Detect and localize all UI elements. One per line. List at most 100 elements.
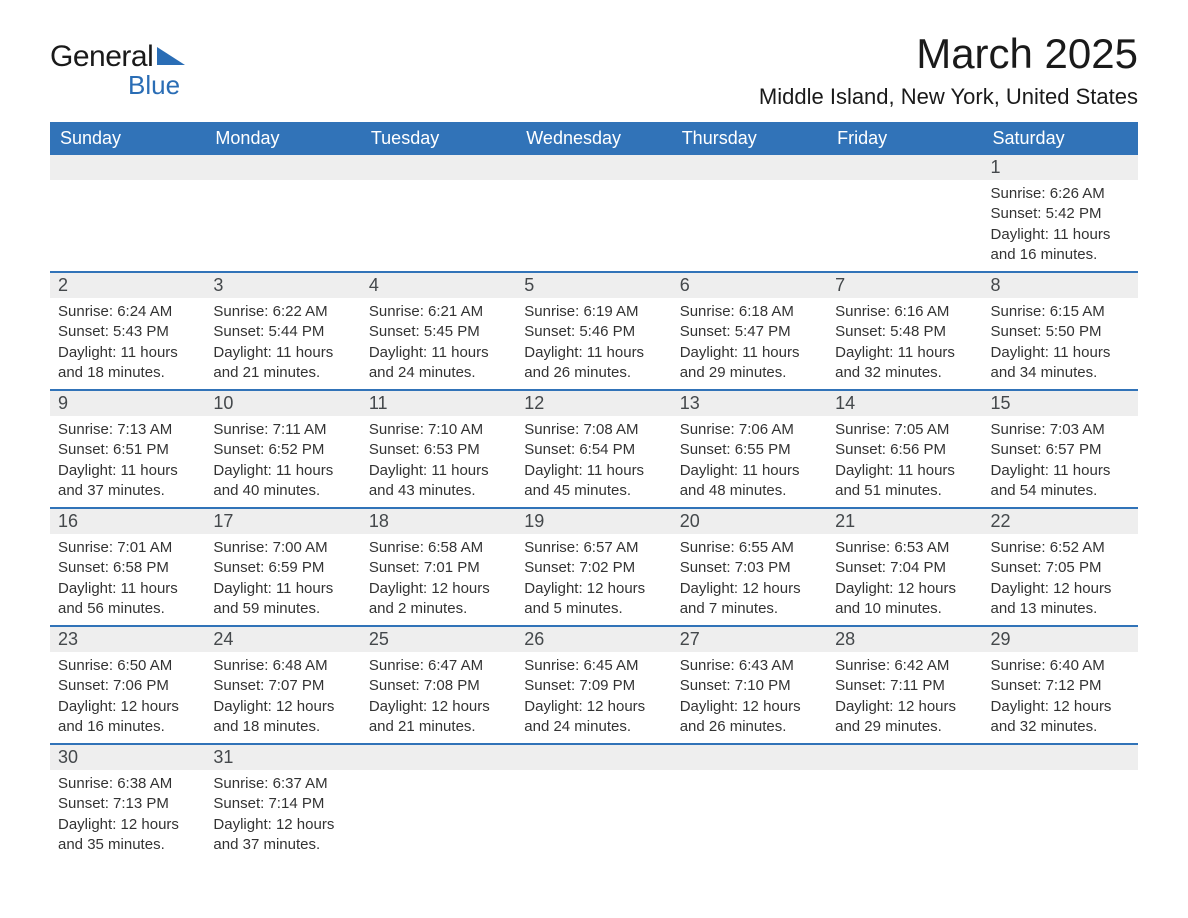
sunset-line: Sunset: 6:58 PM [58, 558, 197, 578]
sunset-line: Sunset: 7:01 PM [369, 558, 508, 578]
sunrise-line: Sunrise: 6:15 AM [991, 302, 1130, 322]
sunset-label: Sunset: [680, 677, 731, 694]
day-detail-cell [205, 180, 360, 272]
daylight-label: Daylight: [369, 580, 427, 597]
sunrise-value: 6:21 AM [428, 303, 483, 320]
day-detail-row: Sunrise: 6:24 AMSunset: 5:43 PMDaylight:… [50, 298, 1138, 390]
sunrise-value: 7:03 AM [1050, 421, 1105, 438]
sunrise-line: Sunrise: 6:43 AM [680, 656, 819, 676]
sunset-label: Sunset: [680, 323, 731, 340]
day-detail-cell: Sunrise: 6:38 AMSunset: 7:13 PMDaylight:… [50, 770, 205, 861]
day-detail-cell: Sunrise: 6:24 AMSunset: 5:43 PMDaylight:… [50, 298, 205, 390]
sunrise-label: Sunrise: [369, 657, 424, 674]
day-number-cell: 14 [827, 390, 982, 416]
sunset-label: Sunset: [991, 441, 1042, 458]
sunrise-line: Sunrise: 6:52 AM [991, 538, 1130, 558]
sunrise-line: Sunrise: 6:53 AM [835, 538, 974, 558]
day-number-cell: 22 [983, 508, 1138, 534]
sunset-value: 5:47 PM [735, 323, 791, 340]
day-detail-cell: Sunrise: 7:01 AMSunset: 6:58 PMDaylight:… [50, 534, 205, 626]
sunset-label: Sunset: [524, 323, 575, 340]
sunrise-value: 6:38 AM [117, 775, 172, 792]
sunset-line: Sunset: 7:09 PM [524, 676, 663, 696]
sunrise-label: Sunrise: [835, 539, 890, 556]
day-number: 1 [991, 157, 1001, 177]
sunrise-value: 6:52 AM [1050, 539, 1105, 556]
daylight-label: Daylight: [991, 226, 1049, 243]
sunrise-value: 6:47 AM [428, 657, 483, 674]
sunrise-label: Sunrise: [213, 657, 268, 674]
daylight-label: Daylight: [213, 698, 271, 715]
day-detail-cell [50, 180, 205, 272]
day-detail-cell: Sunrise: 7:10 AMSunset: 6:53 PMDaylight:… [361, 416, 516, 508]
sunrise-label: Sunrise: [835, 421, 890, 438]
day-number-row: 3031 [50, 744, 1138, 770]
sunrise-value: 7:01 AM [117, 539, 172, 556]
day-detail-cell: Sunrise: 6:57 AMSunset: 7:02 PMDaylight:… [516, 534, 671, 626]
sunset-line: Sunset: 6:54 PM [524, 440, 663, 460]
sunset-label: Sunset: [58, 559, 109, 576]
sunrise-value: 6:53 AM [894, 539, 949, 556]
sunset-line: Sunset: 6:51 PM [58, 440, 197, 460]
day-number-cell [516, 744, 671, 770]
sunrise-label: Sunrise: [991, 539, 1046, 556]
daylight-label: Daylight: [213, 816, 271, 833]
day-header: Thursday [672, 122, 827, 155]
sunrise-line: Sunrise: 7:05 AM [835, 420, 974, 440]
daylight-line: Daylight: 12 hours and 16 minutes. [58, 697, 197, 738]
day-number-cell: 18 [361, 508, 516, 534]
day-number: 9 [58, 393, 68, 413]
sunrise-line: Sunrise: 7:10 AM [369, 420, 508, 440]
sunrise-line: Sunrise: 6:38 AM [58, 774, 197, 794]
sunrise-label: Sunrise: [58, 303, 113, 320]
sunset-line: Sunset: 5:45 PM [369, 322, 508, 342]
day-number-cell: 26 [516, 626, 671, 652]
daylight-label: Daylight: [58, 698, 116, 715]
day-number-cell [205, 155, 360, 180]
day-number-cell: 27 [672, 626, 827, 652]
sunrise-value: 7:13 AM [117, 421, 172, 438]
daylight-line: Daylight: 12 hours and 24 minutes. [524, 697, 663, 738]
day-number-cell: 28 [827, 626, 982, 652]
day-detail-cell [983, 770, 1138, 861]
day-detail-cell: Sunrise: 6:40 AMSunset: 7:12 PMDaylight:… [983, 652, 1138, 744]
sunset-line: Sunset: 6:56 PM [835, 440, 974, 460]
sunset-line: Sunset: 5:46 PM [524, 322, 663, 342]
daylight-line: Daylight: 11 hours and 24 minutes. [369, 343, 508, 384]
sunrise-value: 6:45 AM [583, 657, 638, 674]
day-number: 4 [369, 275, 379, 295]
sunset-label: Sunset: [991, 323, 1042, 340]
sunrise-line: Sunrise: 6:57 AM [524, 538, 663, 558]
sunrise-label: Sunrise: [991, 185, 1046, 202]
day-detail-row: Sunrise: 6:26 AMSunset: 5:42 PMDaylight:… [50, 180, 1138, 272]
sunset-value: 6:57 PM [1046, 441, 1102, 458]
sunset-line: Sunset: 6:55 PM [680, 440, 819, 460]
daylight-label: Daylight: [213, 580, 271, 597]
sunrise-label: Sunrise: [680, 421, 735, 438]
sunrise-value: 7:08 AM [583, 421, 638, 438]
sunset-line: Sunset: 7:06 PM [58, 676, 197, 696]
sunrise-label: Sunrise: [524, 539, 579, 556]
day-detail-cell [827, 770, 982, 861]
sunrise-value: 6:58 AM [428, 539, 483, 556]
day-number-cell: 20 [672, 508, 827, 534]
sunrise-line: Sunrise: 6:26 AM [991, 184, 1130, 204]
day-detail-cell: Sunrise: 6:47 AMSunset: 7:08 PMDaylight:… [361, 652, 516, 744]
sunset-value: 7:09 PM [579, 677, 635, 694]
day-detail-cell [361, 770, 516, 861]
sunset-value: 7:08 PM [424, 677, 480, 694]
day-detail-cell: Sunrise: 6:53 AMSunset: 7:04 PMDaylight:… [827, 534, 982, 626]
sunrise-label: Sunrise: [524, 303, 579, 320]
sunset-value: 7:12 PM [1046, 677, 1102, 694]
day-number-cell: 16 [50, 508, 205, 534]
daylight-line: Daylight: 11 hours and 40 minutes. [213, 461, 352, 502]
sunrise-label: Sunrise: [213, 303, 268, 320]
day-header: Wednesday [516, 122, 671, 155]
daylight-label: Daylight: [680, 698, 738, 715]
sunset-line: Sunset: 7:08 PM [369, 676, 508, 696]
sunset-line: Sunset: 7:02 PM [524, 558, 663, 578]
sunrise-line: Sunrise: 7:11 AM [213, 420, 352, 440]
sunrise-line: Sunrise: 6:18 AM [680, 302, 819, 322]
sunset-line: Sunset: 7:13 PM [58, 794, 197, 814]
day-number-cell: 19 [516, 508, 671, 534]
